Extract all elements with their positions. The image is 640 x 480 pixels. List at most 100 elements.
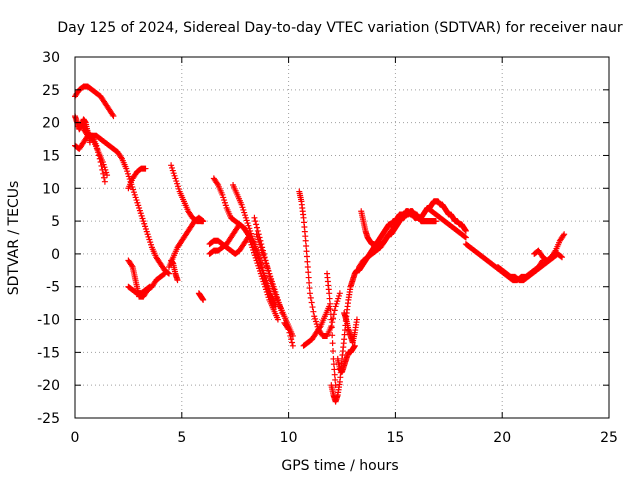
data-point bbox=[240, 206, 247, 213]
data-point bbox=[289, 339, 296, 346]
data-point bbox=[134, 199, 141, 206]
data-point bbox=[312, 315, 319, 322]
data-point bbox=[118, 154, 125, 161]
axis-ticks: 0 5 10 15 20 25 -25 -20 -15 -10 -5 0 5 10 15 20 25 30 bbox=[37, 50, 618, 446]
data-point bbox=[241, 209, 248, 216]
data-point bbox=[287, 332, 294, 339]
data-point bbox=[124, 168, 131, 175]
data-point bbox=[336, 290, 343, 297]
data-point bbox=[95, 152, 102, 159]
data-point bbox=[246, 225, 253, 232]
data-point bbox=[331, 371, 338, 378]
data-point bbox=[214, 180, 221, 187]
data-point bbox=[253, 231, 260, 238]
data-point bbox=[138, 212, 145, 219]
y-tick-label: 10 bbox=[42, 181, 60, 197]
data-point bbox=[170, 170, 177, 177]
data-point bbox=[135, 202, 142, 209]
data-point bbox=[256, 239, 263, 246]
series-arc-u bbox=[300, 303, 333, 349]
series-arc-t bbox=[296, 188, 343, 339]
series-arc-v bbox=[324, 270, 339, 389]
data-point bbox=[284, 325, 291, 332]
data-point bbox=[257, 259, 264, 266]
data-point bbox=[174, 277, 181, 284]
data-point bbox=[305, 274, 312, 281]
data-point bbox=[306, 285, 313, 292]
data-point bbox=[261, 272, 268, 279]
data-point bbox=[239, 204, 246, 211]
data-point bbox=[104, 172, 111, 179]
data-point bbox=[249, 235, 256, 242]
series-arc-l bbox=[195, 290, 207, 303]
series-arc-e bbox=[80, 126, 172, 277]
data-point bbox=[331, 366, 338, 373]
data-point bbox=[462, 227, 469, 234]
data-point bbox=[96, 155, 103, 162]
data-point bbox=[168, 164, 175, 171]
data-point bbox=[263, 277, 270, 284]
data-point bbox=[145, 233, 152, 240]
data-point bbox=[242, 214, 249, 221]
data-point bbox=[264, 265, 271, 272]
series-arc-j bbox=[168, 162, 207, 225]
y-tick-label: 30 bbox=[42, 50, 60, 66]
data-point bbox=[336, 292, 343, 299]
data-point bbox=[123, 165, 130, 172]
data-point bbox=[332, 376, 339, 383]
data-point bbox=[256, 256, 263, 263]
data-point bbox=[168, 162, 175, 169]
data-point bbox=[277, 304, 284, 311]
series-arc-h bbox=[125, 283, 153, 297]
data-point bbox=[462, 234, 469, 241]
data-point bbox=[125, 173, 132, 180]
series-arc-r bbox=[253, 231, 286, 316]
data-point bbox=[109, 111, 116, 118]
series-arc-aa bbox=[358, 198, 469, 251]
data-point bbox=[248, 230, 255, 237]
data-point bbox=[330, 348, 337, 355]
data-point bbox=[245, 222, 252, 229]
data-point bbox=[310, 308, 317, 315]
data-point bbox=[146, 236, 153, 243]
data-point bbox=[254, 251, 261, 258]
plot-frame bbox=[74, 56, 610, 419]
data-point bbox=[132, 194, 139, 201]
data-point bbox=[133, 197, 140, 204]
chart-title: Day 125 of 2024, Sidereal Day-to-day VTE… bbox=[57, 20, 623, 36]
data-point bbox=[302, 237, 309, 244]
y-tick-label: 0 bbox=[51, 247, 60, 263]
data-point bbox=[174, 183, 181, 190]
data-point bbox=[251, 241, 258, 248]
data-point bbox=[311, 313, 318, 320]
data-point bbox=[268, 278, 275, 285]
data-point bbox=[262, 257, 269, 264]
y-tick-label: 20 bbox=[42, 116, 60, 132]
data-point bbox=[221, 199, 228, 206]
data-point bbox=[329, 332, 336, 339]
data-point bbox=[136, 207, 143, 214]
data-point bbox=[130, 189, 137, 196]
data-point bbox=[327, 311, 334, 318]
data-point bbox=[334, 298, 341, 305]
data-point bbox=[326, 290, 333, 297]
data-point bbox=[558, 253, 565, 260]
x-tick-label: 10 bbox=[280, 430, 298, 446]
series-arc-o bbox=[206, 221, 277, 307]
data-point bbox=[252, 218, 259, 225]
data-point bbox=[174, 180, 181, 187]
y-tick-label: 25 bbox=[42, 83, 60, 99]
data-point bbox=[101, 174, 108, 181]
data-point bbox=[200, 296, 207, 303]
data-point bbox=[267, 273, 274, 280]
data-point bbox=[93, 142, 100, 149]
data-point bbox=[273, 291, 280, 298]
data-point bbox=[288, 336, 295, 343]
x-tick-label: 20 bbox=[493, 430, 511, 446]
data-point bbox=[268, 275, 275, 282]
data-points bbox=[72, 83, 568, 405]
data-point bbox=[560, 232, 567, 239]
data-point bbox=[274, 294, 281, 301]
data-point bbox=[270, 283, 277, 290]
data-point bbox=[103, 169, 110, 176]
